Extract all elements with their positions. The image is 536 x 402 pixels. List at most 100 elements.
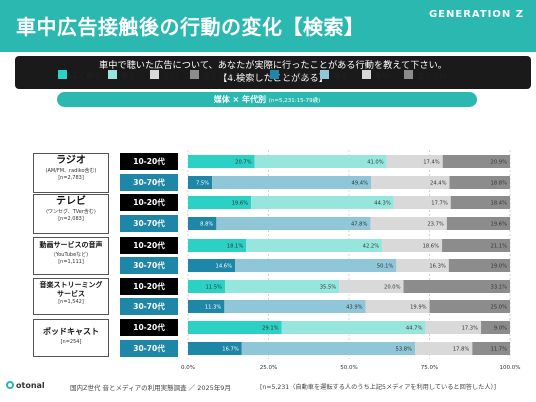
bar-segment <box>254 155 387 168</box>
category-music-streaming: 音楽ストリーミング サービス [n=1,542] <box>33 278 109 315</box>
bar-segment <box>371 176 450 189</box>
bar-segment <box>481 321 510 334</box>
data-label: 42.2% <box>363 244 380 250</box>
data-label: 20.7% <box>235 160 252 166</box>
age-label-old: 30-70代 <box>120 298 178 315</box>
legend-old-0: よくある <box>270 70 313 80</box>
bar-segment <box>188 280 225 293</box>
legend-young-3: 全くない <box>190 70 233 80</box>
legend-old-1: ある <box>320 70 348 80</box>
logo-text: otonal <box>16 381 45 390</box>
page-title: 車中広告接触後の行動の変化【検索】 <box>16 15 365 39</box>
bar-segment <box>403 280 510 293</box>
legend-young-1: ある <box>108 70 136 80</box>
bar-segment <box>235 259 397 272</box>
legend-label: 全くない <box>417 71 447 80</box>
legend-separator: ／ <box>248 70 256 79</box>
category-video-audio: 動画サービスの音声 (YouTubeなど) [n=1,111] <box>33 237 109 275</box>
category-sample-size: [n=1,542] <box>58 299 84 305</box>
bar-segment <box>442 155 510 168</box>
category-sample-size: [n=2,083] <box>58 216 84 222</box>
legend-swatch <box>362 70 371 79</box>
data-label: 50.1% <box>377 264 394 270</box>
bar-segment <box>188 196 252 209</box>
bar-segment <box>449 176 510 189</box>
data-label: 7.5% <box>196 181 209 187</box>
data-label: 49.4% <box>352 181 369 187</box>
age-label-young: 10-20代 <box>120 319 178 336</box>
data-label: 20.9% <box>491 160 508 166</box>
category-subtitle: (YouTubeなど) <box>53 252 89 258</box>
otonal-logo: otonal <box>6 381 45 390</box>
legend-old-3: 全くない <box>404 70 447 80</box>
data-label: 29.1% <box>262 326 279 332</box>
data-label: 17.3% <box>462 326 479 332</box>
x-tick-label: 50.0% <box>340 365 357 371</box>
bar-segment <box>188 342 242 355</box>
bar-segment <box>365 300 430 313</box>
category-radio: ラジオ (AM/FM、radiko含む) [n=2,783] <box>33 153 109 193</box>
subtitle-sample-size: (n=5,231:15-79歳) <box>268 98 321 104</box>
data-label: 23.7% <box>427 222 444 228</box>
data-label: 17.7% <box>431 201 448 207</box>
age-label-old: 30-70代 <box>120 257 178 274</box>
bar-segment <box>393 196 451 209</box>
bar-segment <box>212 176 372 189</box>
data-label: 11.7% <box>491 347 508 353</box>
legend-young-2: ない <box>150 70 178 80</box>
bar-segment <box>415 342 473 355</box>
legend-label: ある <box>121 71 136 80</box>
data-label: 19.0% <box>491 264 508 270</box>
x-tick-label: 0.0% <box>181 365 195 371</box>
bar-segment <box>339 280 404 293</box>
bar-segment <box>188 176 213 189</box>
data-label: 11.5% <box>206 285 223 291</box>
data-label: 17.8% <box>453 347 470 353</box>
bar-segment <box>188 155 255 168</box>
bar-segment <box>382 239 443 252</box>
category-subtitle: (ワンセグ、TVer含む) <box>46 209 96 215</box>
category-name: ラジオ <box>56 155 86 166</box>
legend-label: ある <box>333 71 348 80</box>
source-caption: 国内Z世代 音とメディアの利用実態調査 ／ 2025年9月 <box>70 384 231 392</box>
category-tv: テレビ (ワンセグ、TVer含む) [n=2,083] <box>33 194 109 234</box>
x-tick-label: 75.0% <box>421 365 438 371</box>
data-label: 17.4% <box>423 160 440 166</box>
data-label: 16.3% <box>429 264 446 270</box>
bar-segment <box>448 259 510 272</box>
data-label: 43.9% <box>346 305 363 311</box>
age-label-young: 10-20代 <box>120 237 178 254</box>
category-subtitle: (AM/FM、radiko含む) <box>45 168 97 174</box>
data-label: 18.4% <box>491 201 508 207</box>
bar-segment <box>246 239 383 252</box>
legend-swatch <box>150 70 159 79</box>
bar-segment <box>188 217 217 230</box>
footer: otonal 国内Z世代 音とメディアの利用実態調査 ／ 2025年9月 [n=… <box>0 375 536 402</box>
data-label: 19.9% <box>410 305 427 311</box>
data-label: 44.7% <box>406 326 423 332</box>
category-name: 動画サービスの音声 <box>39 241 103 249</box>
legend-label: 全くない <box>203 71 233 80</box>
category-podcast: ポッドキャスト [n=254] <box>33 319 109 357</box>
bar-segment <box>442 239 510 252</box>
legend-label: よくある <box>71 71 101 80</box>
bar-segment <box>188 321 282 334</box>
age-label-old: 30-70代 <box>120 340 178 357</box>
data-label: 20.0% <box>384 285 401 291</box>
segment-subtitle: 媒体 × 年代別 (n=5,231:15-79歳) <box>57 92 477 107</box>
bar-segment <box>370 217 447 230</box>
data-label: 16.7% <box>222 347 239 353</box>
bar-segment <box>446 217 510 230</box>
data-label: 24.4% <box>430 181 447 187</box>
legend-label: ない <box>375 71 390 80</box>
content-card: 車中で聴いた広告について、あなたが実際に行ったことがある行動を教えて下さい。 【… <box>5 52 531 374</box>
legend-swatch <box>190 70 199 79</box>
legend-old-2: ない <box>362 70 390 80</box>
category-name: テレビ <box>56 196 86 207</box>
sample-note: [n=5,231（自動車を運転する人のうち上記5メディアを利用していると回答した… <box>260 384 497 391</box>
brand-logo-text: GENERATION Z <box>428 9 524 20</box>
bar-segment <box>224 280 340 293</box>
header-banner: 車中広告接触後の行動の変化【検索】 GENERATION Z <box>0 0 536 52</box>
x-tick-label: 100.0% <box>500 365 521 371</box>
